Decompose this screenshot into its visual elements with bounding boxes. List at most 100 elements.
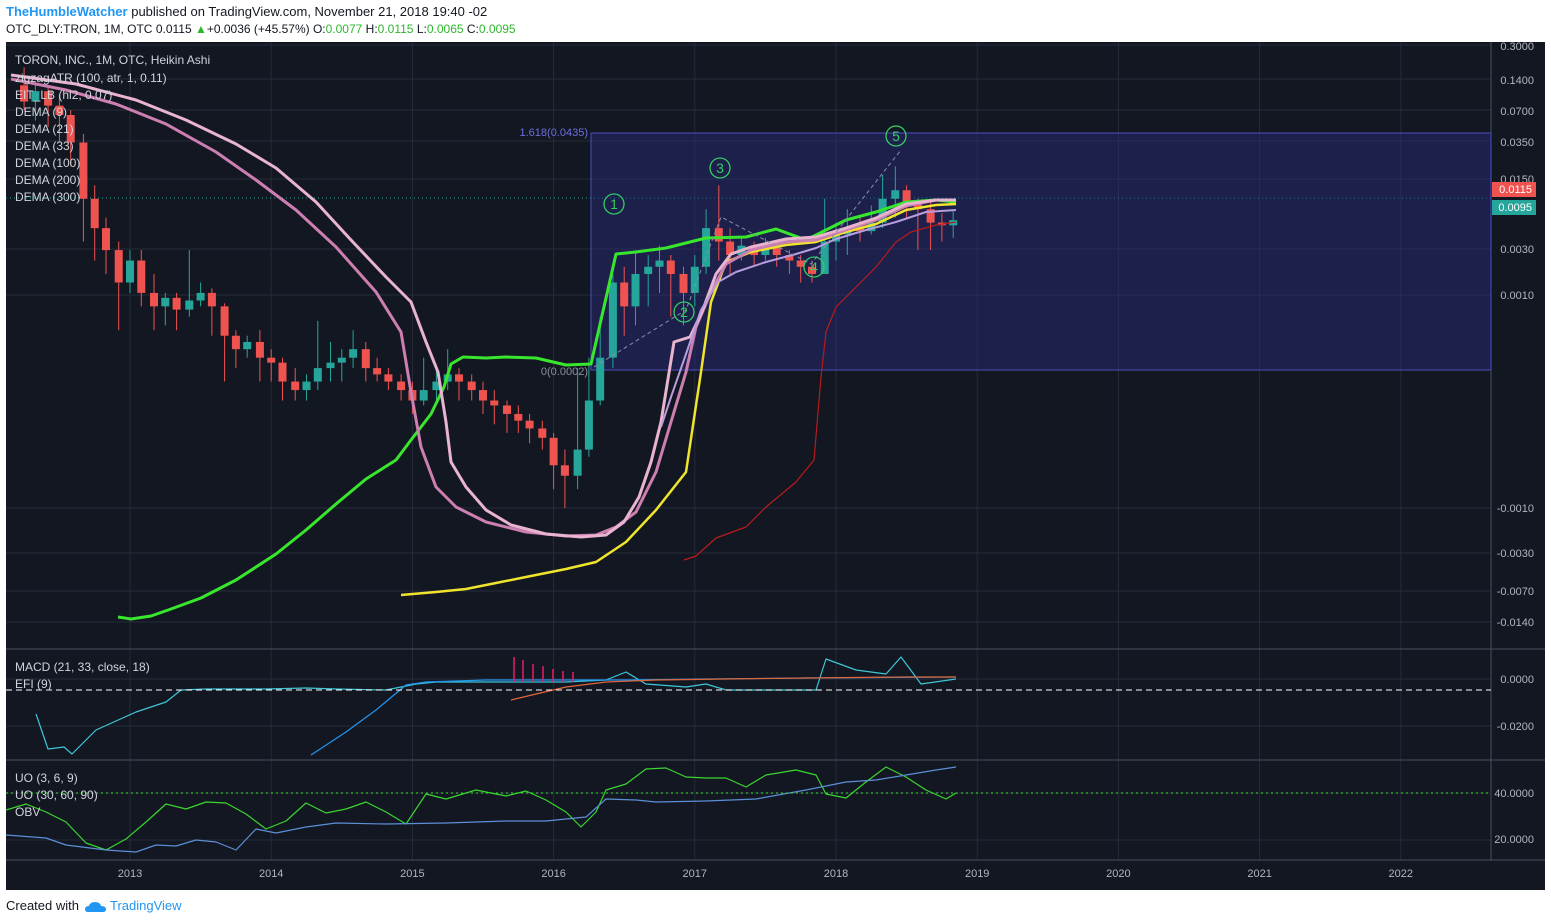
candle-body <box>503 405 512 414</box>
tradingview-brand[interactable]: TradingView <box>109 898 182 913</box>
legend-entry: DEMA (21) <box>15 122 74 136</box>
candle-body <box>231 335 240 350</box>
time-tick-label: 2018 <box>824 868 848 880</box>
author-link[interactable]: TheHumbleWatcher <box>6 4 128 19</box>
time-tick-label: 2022 <box>1389 868 1413 880</box>
close-price-tag <box>1492 200 1536 215</box>
wave-label-circle <box>673 301 695 323</box>
created-with: Created with TradingView <box>6 898 182 914</box>
candle-body <box>560 465 569 476</box>
candle-body <box>337 357 346 363</box>
candle-body <box>137 260 146 293</box>
candle-body <box>101 228 110 251</box>
legend-entry: DEMA (9) <box>15 105 67 119</box>
time-axis: 2013 2014 2015 2016 2017 2018 2019 2020 2021 2022 <box>118 868 1413 880</box>
time-tick-label: 2021 <box>1247 868 1271 880</box>
candle-body <box>432 381 441 391</box>
price-tick-label: 0.3000 <box>1500 42 1534 53</box>
candle-body <box>573 449 582 476</box>
wave-label-circle <box>603 193 625 215</box>
candle-body <box>807 266 816 274</box>
candle-body <box>66 115 75 143</box>
price-axis: 0.30000.14000.07000.03500.01500.00300.00… <box>1492 42 1536 846</box>
candle-body <box>291 381 300 391</box>
candle-body <box>913 201 922 210</box>
dema-100-line <box>10 73 956 539</box>
candle-body <box>397 381 406 391</box>
candle-body <box>655 260 664 267</box>
candle-body <box>479 390 487 401</box>
wave-label-text: 2 <box>680 304 688 320</box>
candle-body <box>90 198 99 229</box>
tradingview-cloud-icon <box>84 901 106 912</box>
change-value: +0.0036 (+45.57%) <box>206 22 310 36</box>
candle-body <box>726 241 735 256</box>
chart-title: TORON, INC., 1M, OTC, Heikin Ashi <box>15 53 210 67</box>
candle-body <box>538 428 547 438</box>
candle-body <box>185 300 194 310</box>
candle-body <box>549 437 558 466</box>
signal-line <box>510 676 956 701</box>
time-tick-label: 2015 <box>400 868 424 880</box>
candle-body <box>644 266 653 274</box>
candle-body <box>220 306 229 336</box>
fib-label-1618: 1.618(0.0435) <box>520 127 589 139</box>
candle-body <box>891 190 900 199</box>
candle-body <box>172 297 181 310</box>
candle-body <box>20 85 29 102</box>
candle-body <box>714 228 723 242</box>
wave-label-circle <box>803 256 825 278</box>
candle-body <box>313 368 322 382</box>
price-tick-label: -0.0070 <box>1497 586 1534 598</box>
candle-body <box>666 260 675 274</box>
efi-line <box>310 676 957 756</box>
chart-svg[interactable]: 1.618(0.0435) 0(0.0002) 0.3000 0.1400 0.070… <box>6 42 1545 890</box>
ohlc-high-key: H: <box>365 22 378 36</box>
time-tick-label: 2017 <box>683 868 707 880</box>
candle-body <box>44 91 53 106</box>
candle-body <box>902 190 911 202</box>
wave-label-text: 5 <box>892 128 900 144</box>
candle-body <box>196 292 205 301</box>
candle-body <box>772 245 781 256</box>
time-tick-label: 2019 <box>965 868 989 880</box>
candles-group <box>20 67 958 509</box>
dema-200-line <box>660 209 957 428</box>
candle-body <box>467 381 476 391</box>
candle-body <box>454 374 463 382</box>
ohlc-open: 0.0077 <box>325 22 363 36</box>
close-price-tag-text: 0.0095 <box>1498 202 1532 214</box>
uo-slow-line <box>6 766 957 853</box>
macd-legend-entry: EFI (9) <box>15 677 52 691</box>
fib-label-0: 0(0.0002) <box>541 366 588 378</box>
candle-body <box>349 349 358 358</box>
price-tick-label: 0.0700 <box>1500 106 1534 118</box>
uo-tick-label: 40.0000 <box>1494 788 1534 800</box>
candle-body <box>302 381 311 391</box>
candle-body <box>690 266 699 293</box>
candle-body <box>490 400 499 406</box>
candle-body <box>361 349 370 369</box>
legend-entry: DEMA (100) <box>15 156 80 170</box>
symbol-label: OTC_DLY:TRON, 1M, OTC <box>6 22 153 36</box>
macd-line <box>35 656 957 755</box>
uo-fast-line <box>6 766 957 851</box>
candle-body <box>255 341 264 358</box>
candle-body <box>679 273 688 293</box>
candle-body <box>373 368 382 375</box>
candle-body <box>596 357 605 401</box>
ohlc-close-key: C: <box>466 22 479 36</box>
chart-area[interactable]: 1.618(0.0435) 0(0.0002) 0.3000 0.1400 0.070… <box>6 42 1545 890</box>
wave-label-text: 3 <box>716 160 724 176</box>
legend-entry: zigzagATR (100, atr, 1, 0.11) <box>15 71 167 85</box>
candle-body <box>384 374 393 382</box>
indicator-legend: TORON, INC., 1M, OTC, Heikin Ashi zigzagA… <box>15 53 210 819</box>
price-tick-label: -0.0030 <box>1497 548 1534 560</box>
legend-entry: DEMA (33) <box>15 139 74 153</box>
ohlc-low-key: L: <box>416 22 427 36</box>
macd-tick-label: 0.0000 <box>1500 674 1534 686</box>
candle-body <box>820 241 829 274</box>
dema-300-line <box>683 221 957 561</box>
candle-body <box>584 400 593 450</box>
candle-body <box>79 142 88 199</box>
